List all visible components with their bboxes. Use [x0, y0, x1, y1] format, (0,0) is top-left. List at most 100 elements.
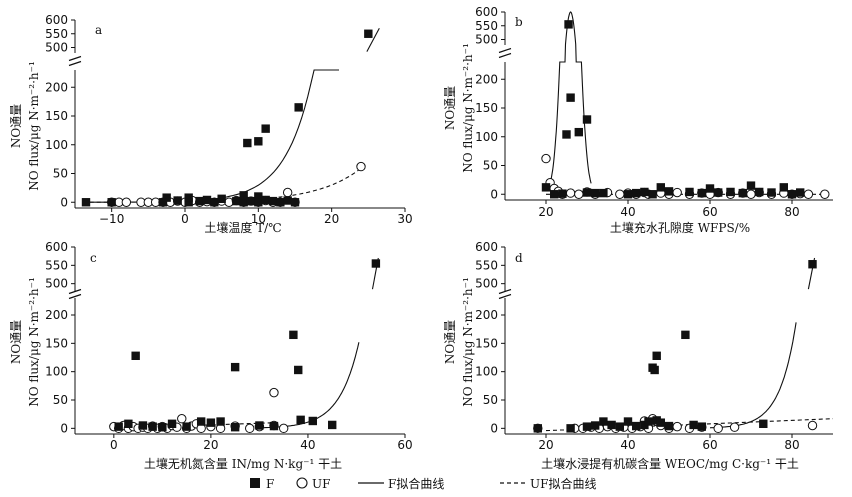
x-tick-label-b: 80 — [784, 205, 799, 219]
F-point-a — [202, 195, 212, 205]
y-title-bottom-b: NO flux/μg N·m⁻²·h⁻¹ — [461, 43, 475, 173]
F-point-b — [697, 188, 706, 198]
F-point-b — [623, 190, 633, 199]
UF-point-c — [245, 423, 255, 434]
legend-UF-marker — [296, 477, 308, 489]
F-point-a — [261, 124, 270, 133]
y-tick-label-d: 200 — [475, 308, 498, 322]
F-point-a — [107, 198, 116, 207]
y-tick-label-d: 100 — [475, 365, 498, 379]
F-point-b — [726, 187, 735, 197]
UF-point-d — [713, 423, 723, 434]
F-point-d — [689, 420, 698, 430]
F-point-b — [685, 187, 694, 197]
F-point-d — [644, 417, 653, 426]
y-tick-label-d: 500 — [475, 277, 498, 291]
F-point-a — [195, 196, 204, 206]
F-point-c — [206, 418, 216, 427]
F-point-b — [705, 184, 715, 193]
x-axis-title-d: 土壤水浸提有机碳含量 WEOC/mg C·kg⁻¹ 干土 — [541, 456, 799, 471]
x-axis-title-c: 土壤无机氮含量 IN/mg N·kg⁻¹ 干土 — [144, 456, 342, 471]
F-point-c — [131, 351, 140, 360]
F-point-a — [173, 196, 182, 205]
F-point-b — [746, 181, 756, 190]
y-tick-label-d: 50 — [483, 393, 498, 407]
F-point-d — [591, 421, 600, 430]
y-title-top-b: NO通量 — [443, 86, 457, 130]
legend-F-label: F — [266, 477, 274, 491]
F-point-c — [158, 423, 167, 432]
F-point-d — [681, 330, 690, 340]
F-point-a — [158, 198, 168, 207]
F-point-a — [243, 138, 252, 148]
y-tick-label-c: 0 — [60, 421, 68, 435]
y-tick-label-b: 150 — [475, 101, 498, 115]
x-tick-label-b: 40 — [620, 205, 635, 219]
F-point-c — [148, 422, 157, 431]
panel-letter-a: a — [95, 23, 102, 37]
UF-point-b — [565, 188, 576, 198]
F-point-c — [196, 417, 206, 426]
F-point-c — [308, 416, 317, 426]
axis-break-b — [498, 47, 512, 59]
y-tick-label-a: 500 — [45, 41, 68, 55]
F-point-d — [566, 424, 575, 433]
y-axis-title-b: NO通量 NO flux/μg N·m⁻²·h⁻¹ — [443, 43, 475, 173]
x-tick-label-a: 30 — [397, 212, 412, 226]
F-fit-curve-d — [709, 322, 797, 429]
F-fit-curve-a-upper — [366, 27, 380, 52]
F-point-d — [650, 365, 659, 375]
F-point-c — [269, 421, 279, 431]
F-point-a — [283, 196, 292, 205]
F-point-c — [182, 422, 191, 431]
x-tick-label-a: 10 — [251, 212, 266, 226]
panel-letter-d: d — [515, 251, 523, 265]
F-fit-curve-c — [259, 342, 360, 429]
F-point-c — [289, 330, 298, 340]
x-tick-label-a: −10 — [99, 212, 124, 226]
F-point-d — [623, 417, 633, 426]
F-point-b — [779, 183, 788, 192]
x-tick-label-c: 40 — [300, 438, 315, 452]
x-tick-label-a: 20 — [324, 212, 339, 226]
y-tick-label-d: 0 — [490, 421, 498, 435]
UF-point-b — [541, 153, 551, 164]
F-point-c — [294, 365, 303, 375]
UF-point-a — [282, 187, 293, 198]
x-tick-label-b: 60 — [702, 205, 717, 219]
y-tick-label-a: 100 — [45, 138, 68, 152]
F-point-b — [767, 188, 776, 197]
F-point-a — [210, 198, 219, 207]
F-point-a — [261, 195, 270, 205]
panel-letter-c: c — [90, 251, 97, 265]
y-tick-label-b: 0 — [490, 187, 498, 201]
F-point-a — [276, 198, 285, 207]
F-point-b — [558, 189, 567, 198]
F-point-d — [632, 421, 641, 431]
y-tick-label-c: 600 — [45, 240, 68, 254]
y-tick-label-c: 550 — [45, 258, 68, 272]
UF-point-b — [820, 189, 830, 199]
y-tick-label-b: 600 — [475, 5, 498, 19]
F-point-d — [664, 421, 674, 431]
x-tick-label-d: 40 — [620, 438, 635, 452]
legend-F-marker — [250, 478, 260, 488]
F-point-a — [254, 192, 263, 201]
F-point-a — [290, 198, 300, 207]
UF-point-d — [672, 421, 682, 432]
F-point-b — [599, 188, 608, 198]
F-point-d — [652, 351, 661, 360]
panel-a: NO通量 NO flux/μg N·m⁻²·h⁻¹ a 土壤温度 T/℃ — [9, 23, 282, 235]
F-point-a — [239, 198, 248, 207]
y-tick-label-b: 500 — [475, 33, 498, 47]
F-point-b — [714, 188, 723, 197]
F-point-b — [566, 93, 575, 102]
UF-point-d — [729, 422, 740, 432]
x-tick-label-c: 0 — [110, 438, 118, 452]
UF-point-d — [807, 420, 818, 431]
F-point-b — [656, 183, 665, 192]
F-point-b — [648, 190, 657, 199]
y-axis-title-d: NO通量 NO flux/μg N·m⁻²·h⁻¹ — [443, 277, 475, 407]
